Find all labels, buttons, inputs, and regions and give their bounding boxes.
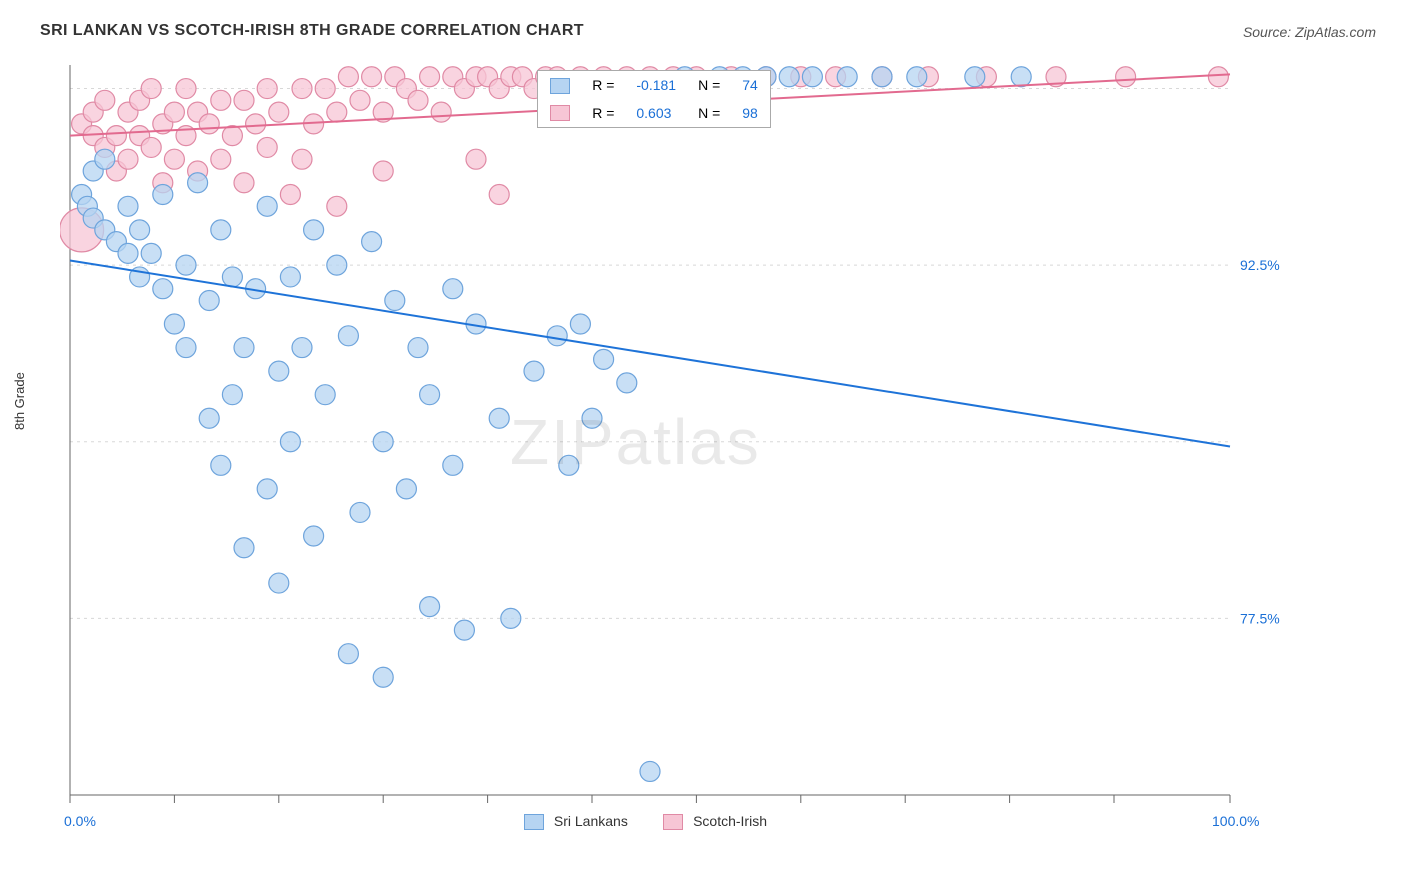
source-label: Source: ZipAtlas.com <box>1243 24 1376 40</box>
svg-text:92.5%: 92.5% <box>1240 257 1280 273</box>
legend-swatch-scotch-irish-icon <box>663 814 683 830</box>
r-value-sri-lankans: -0.181 <box>626 73 686 98</box>
correlation-row-scotch-irish: R = 0.603 N = 98 <box>540 100 768 125</box>
correlation-row-sri-lankans: R = -0.181 N = 74 <box>540 73 768 98</box>
legend-label: Sri Lankans <box>554 813 628 829</box>
n-label: N = <box>688 100 730 125</box>
svg-text:77.5%: 77.5% <box>1240 610 1280 626</box>
plot-svg: 77.5% 92.5% <box>60 60 1310 830</box>
n-label: N = <box>688 73 730 98</box>
swatch-sri-lankans-icon <box>550 78 570 94</box>
scatter-plot: 77.5% 92.5% <box>60 60 1310 830</box>
swatch-scotch-irish-icon <box>550 105 570 121</box>
y-axis-label: 8th Grade <box>12 372 27 430</box>
legend-label: Scotch-Irish <box>693 813 767 829</box>
x-axis-min-label: 0.0% <box>64 813 96 829</box>
r-value-scotch-irish: 0.603 <box>626 100 686 125</box>
x-axis-max-label: 100.0% <box>1212 813 1259 829</box>
legend-item-scotch-irish: Scotch-Irish <box>663 813 767 830</box>
n-value-scotch-irish: 98 <box>732 100 768 125</box>
legend-item-sri-lankans: Sri Lankans <box>524 813 628 830</box>
chart-title: SRI LANKAN VS SCOTCH-IRISH 8TH GRADE COR… <box>40 22 584 40</box>
legend-swatch-sri-lankans-icon <box>524 814 544 830</box>
r-label: R = <box>582 73 624 98</box>
r-label: R = <box>582 100 624 125</box>
correlation-box: R = -0.181 N = 74 R = 0.603 N = 98 <box>537 70 771 129</box>
n-value-sri-lankans: 74 <box>732 73 768 98</box>
